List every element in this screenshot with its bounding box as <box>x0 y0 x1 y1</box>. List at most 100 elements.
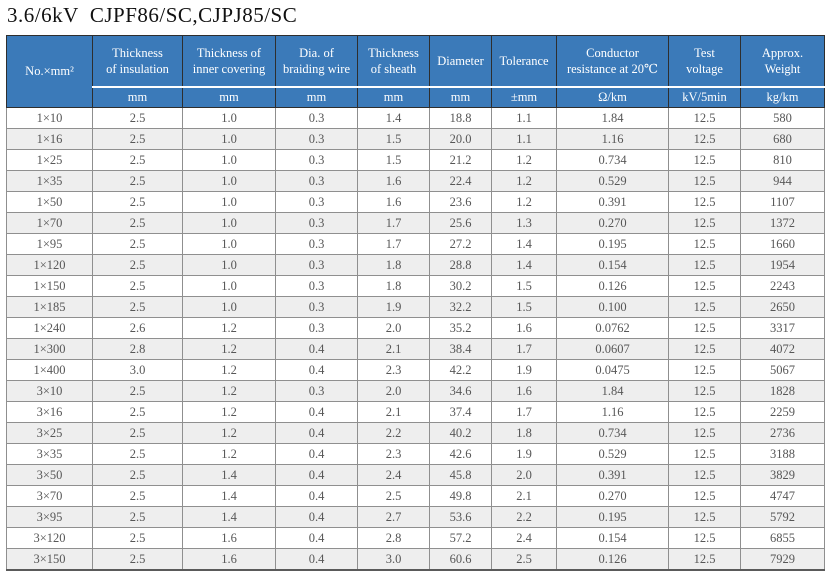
cell: 18.8 <box>429 107 492 129</box>
table-row: 1×240 2.6 1.2 0.3 2.0 35.2 1.6 0.0762 12.5 3317 <box>6 317 825 339</box>
cell: 2.5 <box>92 149 183 171</box>
cell: 0.3 <box>275 275 358 297</box>
cell: 2650 <box>740 296 825 318</box>
cell: 1×16 <box>6 128 93 150</box>
table-row: 1×150 2.5 1.0 0.3 1.8 30.2 1.5 0.126 12.5 2243 <box>6 275 825 297</box>
cell: 1.5 <box>357 128 430 150</box>
cell: 1.2 <box>182 401 276 423</box>
units-row: mm mm mm mm mm ±mm Ω/km kV/5min kg/km <box>7 86 825 108</box>
cell: 2736 <box>740 422 825 444</box>
cell: 12.5 <box>668 485 741 507</box>
unit-weight: kg/km <box>740 86 825 108</box>
cell: 6855 <box>740 527 825 549</box>
cell: 2.1 <box>357 338 430 360</box>
cell: 3×35 <box>6 443 93 465</box>
table-row: 1×70 2.5 1.0 0.3 1.7 25.6 1.3 0.270 12.5 1372 <box>6 212 825 234</box>
cell: 1.0 <box>182 254 276 276</box>
col-header-insulation-thickness: Thickness of insulation <box>92 35 183 88</box>
cell: 0.529 <box>556 443 669 465</box>
cell: 1.5 <box>357 149 430 171</box>
cell: 3317 <box>740 317 825 339</box>
cell: 0.529 <box>556 170 669 192</box>
cell: 12.5 <box>668 191 741 213</box>
unit-sheath: mm <box>357 86 430 108</box>
cell: 1.5 <box>491 296 557 318</box>
cell: 23.6 <box>429 191 492 213</box>
cell: 1.9 <box>357 296 430 318</box>
cell: 32.2 <box>429 296 492 318</box>
cell: 680 <box>740 128 825 150</box>
cell: 2.5 <box>92 548 183 571</box>
table-row: 3×120 2.5 1.6 0.4 2.8 57.2 2.4 0.154 12.5 6855 <box>6 527 825 549</box>
cell: 40.2 <box>429 422 492 444</box>
cell: 1×35 <box>6 170 93 192</box>
header-row: No.×mm² Thickness of insulation Thicknes… <box>6 35 825 108</box>
cell: 1.6 <box>357 170 430 192</box>
cell: 0.3 <box>275 107 358 129</box>
cell: 0.126 <box>556 548 669 571</box>
cell: 2.4 <box>357 464 430 486</box>
col-header-tolerance: Tolerance <box>491 35 557 88</box>
cell: 0.4 <box>275 506 358 528</box>
cell: 38.4 <box>429 338 492 360</box>
cell: 2.6 <box>92 317 183 339</box>
cell: 2.5 <box>92 233 183 255</box>
cell: 580 <box>740 107 825 129</box>
table-row: 3×95 2.5 1.4 0.4 2.7 53.6 2.2 0.195 12.5 5792 <box>6 506 825 528</box>
cell: 2.8 <box>357 527 430 549</box>
cell: 1.6 <box>182 527 276 549</box>
cell: 30.2 <box>429 275 492 297</box>
cell: 0.3 <box>275 296 358 318</box>
col-header-test-voltage: Test voltage <box>668 35 741 88</box>
cell: 3.0 <box>357 548 430 571</box>
cell: 1.0 <box>182 275 276 297</box>
cell: 2.2 <box>357 422 430 444</box>
cell: 0.154 <box>556 254 669 276</box>
cell: 12.5 <box>668 422 741 444</box>
table-row: 1×25 2.5 1.0 0.3 1.5 21.2 1.2 0.734 12.5 810 <box>6 149 825 171</box>
table-row: 1×120 2.5 1.0 0.3 1.8 28.8 1.4 0.154 12.5 1954 <box>6 254 825 276</box>
cell: 0.270 <box>556 212 669 234</box>
cell: 1.9 <box>491 443 557 465</box>
cell: 0.3 <box>275 170 358 192</box>
cell: 12.5 <box>668 380 741 402</box>
cell: 0.3 <box>275 212 358 234</box>
cell: 12.5 <box>668 233 741 255</box>
cell: 2.1 <box>357 401 430 423</box>
cell: 1.4 <box>182 485 276 507</box>
cell: 1×70 <box>6 212 93 234</box>
cell: 12.5 <box>668 464 741 486</box>
cell: 4747 <box>740 485 825 507</box>
cell: 0.3 <box>275 317 358 339</box>
cell: 2243 <box>740 275 825 297</box>
cell: 1.9 <box>491 359 557 381</box>
cell: 2.5 <box>92 422 183 444</box>
cell: 2.0 <box>357 380 430 402</box>
cell: 1.0 <box>182 296 276 318</box>
cell: 1954 <box>740 254 825 276</box>
cell: 2.5 <box>92 128 183 150</box>
cell: 1828 <box>740 380 825 402</box>
table-row: 3×150 2.5 1.6 0.4 3.0 60.6 2.5 0.126 12.5 7929 <box>6 548 825 571</box>
cell: 1.4 <box>182 464 276 486</box>
cell: 7929 <box>740 548 825 571</box>
cell: 1.2 <box>182 443 276 465</box>
cell: 3×16 <box>6 401 93 423</box>
cell: 1.0 <box>182 191 276 213</box>
cell: 0.4 <box>275 464 358 486</box>
cell: 2.7 <box>357 506 430 528</box>
col-header-diameter: Diameter <box>429 35 492 88</box>
cell: 57.2 <box>429 527 492 549</box>
cell: 25.6 <box>429 212 492 234</box>
table-row: 1×16 2.5 1.0 0.3 1.5 20.0 1.1 1.16 12.5 680 <box>6 128 825 150</box>
table-row: 3×50 2.5 1.4 0.4 2.4 45.8 2.0 0.391 12.5 3829 <box>6 464 825 486</box>
cell: 2.3 <box>357 359 430 381</box>
cell: 12.5 <box>668 506 741 528</box>
cell: 2.5 <box>92 443 183 465</box>
cell: 0.3 <box>275 191 358 213</box>
cell: 2.5 <box>92 296 183 318</box>
cell: 1.1 <box>491 128 557 150</box>
cell: 1.2 <box>491 170 557 192</box>
cell: 1.0 <box>182 107 276 129</box>
